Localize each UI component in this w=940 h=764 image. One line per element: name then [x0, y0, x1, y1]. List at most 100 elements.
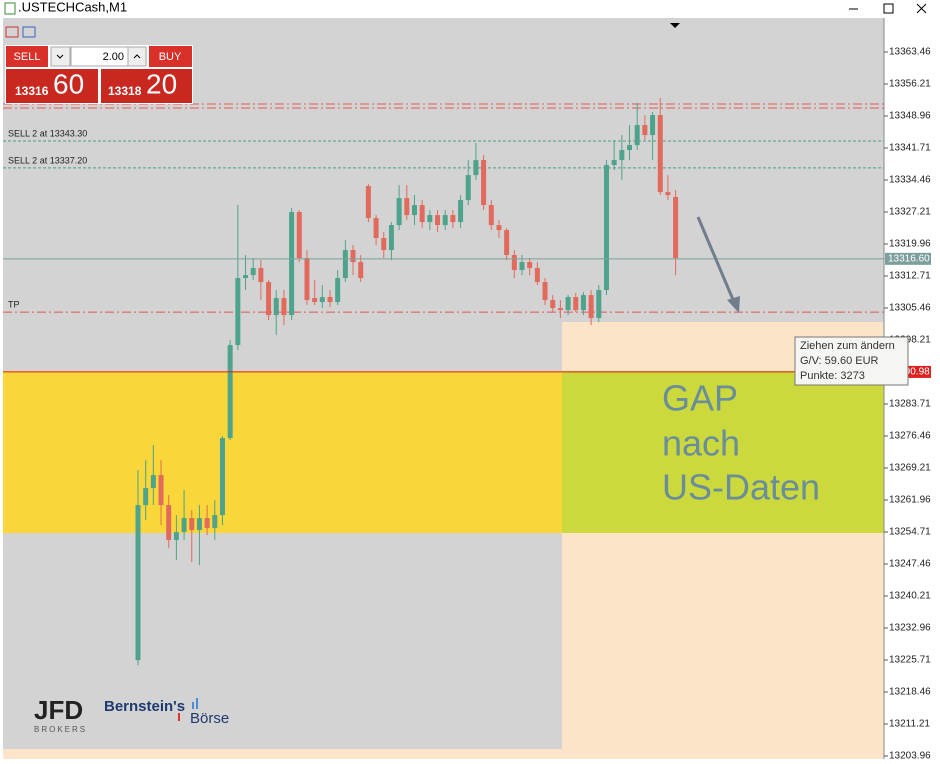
candle-body: [150, 475, 156, 489]
candle-body: [465, 175, 471, 201]
candle-body: [235, 278, 241, 346]
y-tick-label: 13341.71: [889, 143, 931, 154]
y-tick-label: 13276.46: [889, 431, 931, 442]
bid-box[interactable]: [6, 69, 98, 103]
app-icon: [4, 2, 16, 15]
candle-body: [219, 438, 225, 516]
candle-body: [289, 212, 295, 316]
y-tick-label: 13211.21: [889, 719, 930, 730]
annotation: US-Daten: [662, 467, 820, 508]
annotation: GAP: [662, 378, 738, 419]
logo-bar: [196, 698, 198, 709]
logo-jfd: JFD: [34, 695, 83, 725]
candle-body: [435, 215, 441, 226]
tooltip-box: [794, 336, 909, 386]
candle-body: [657, 115, 663, 193]
y-tick-label: 13269.21: [889, 463, 931, 474]
y-tick-label: 13240.21: [889, 591, 931, 602]
tooltip-line: Ziehen zum ändern: [800, 340, 895, 352]
price-axis: [884, 18, 940, 759]
candle-body: [250, 268, 256, 276]
y-tick-label: 13327.21: [889, 207, 931, 218]
candle-body: [519, 262, 525, 271]
y-tick-label: 13232.96: [889, 623, 931, 634]
candle-body: [573, 297, 579, 311]
logo-jfd-sub: BROKERS: [34, 725, 87, 734]
candle-body: [296, 212, 302, 259]
tooltip: Ziehen zum ändern G/V: 59.60 EUR Punkte:…: [794, 336, 909, 386]
maximize-button[interactable]: [883, 3, 894, 14]
candle-body: [143, 488, 149, 506]
candle-body: [411, 205, 417, 216]
candle-body: [450, 215, 456, 223]
y-tick-label: 13261.96: [889, 495, 931, 506]
y-tick-label: 13225.71: [889, 655, 931, 666]
candle-body: [488, 205, 494, 226]
candle-body: [388, 225, 394, 251]
candle-body: [458, 200, 464, 223]
close-button[interactable]: [916, 3, 927, 14]
y-tick-label: 13356.21: [889, 79, 931, 90]
price-marker-label: 13316.60: [888, 253, 930, 264]
logo-bar: [178, 713, 180, 721]
candle-body: [504, 230, 510, 256]
sell-button[interactable]: [6, 46, 48, 67]
candle-body: [481, 160, 487, 206]
candle-body: [204, 518, 210, 529]
candle-body: [173, 532, 179, 541]
candle-body: [404, 198, 410, 216]
arrow-head: [727, 296, 740, 313]
candle-body: [596, 290, 602, 319]
logo-bernstein: Bernstein's: [104, 698, 185, 715]
candle-body: [665, 192, 671, 196]
y-tick-label: 13218.46: [889, 687, 931, 698]
candle-body: [511, 255, 517, 271]
y-tick-label: 13203.96: [889, 751, 931, 759]
candle-body: [304, 258, 310, 301]
ask-box[interactable]: [101, 69, 192, 103]
candle-body: [319, 297, 325, 303]
toolbar-icon[interactable]: [5, 26, 19, 38]
candle-body: [565, 297, 571, 311]
y-tick-label: 13348.96: [889, 111, 931, 122]
candle-body: [396, 198, 402, 226]
y-tick-label: 13319.96: [889, 239, 931, 250]
candle-body: [619, 150, 625, 161]
sell-label: SELL: [14, 51, 41, 63]
gap-zone-right: [562, 371, 884, 533]
candle-body: [611, 160, 617, 166]
candle-body: [642, 125, 648, 136]
candle-body: [158, 475, 164, 506]
y-tick-label: 13247.46: [889, 559, 931, 570]
ask-big: 13318: [108, 84, 142, 98]
candle-body: [258, 268, 264, 283]
candle-body: [166, 505, 172, 541]
candle-body: [327, 297, 333, 303]
chevron: [133, 54, 141, 59]
toolbar-icon[interactable]: [22, 26, 36, 38]
candle-body: [365, 186, 371, 219]
y-tick-label: 13283.71: [889, 399, 931, 410]
shift-marker: [670, 23, 680, 28]
bid-small: 60: [53, 68, 84, 99]
price-line-label: TP: [8, 299, 20, 309]
candle-body: [350, 250, 356, 263]
price-marker: [885, 252, 931, 265]
title-bar: [0, 0, 940, 18]
candle-body: [627, 145, 633, 151]
lots-down[interactable]: [50, 46, 71, 67]
candle-body: [227, 345, 233, 439]
ask-small: 20: [146, 68, 177, 99]
y-tick-label: 13312.71: [889, 271, 931, 282]
candle-body: [473, 160, 479, 176]
arrow: [696, 216, 736, 303]
tooltip-line: G/V: 59.60 EUR: [800, 355, 879, 367]
candle-body: [342, 250, 348, 279]
buy-button[interactable]: [149, 46, 192, 67]
candle-body: [442, 215, 448, 226]
axis: 13363.46 13356.21 13348.96 13341.71 13334.46…: [884, 47, 931, 762]
logo-boerse: Börse: [190, 710, 229, 727]
lots-up[interactable]: [127, 46, 147, 67]
candle-body: [189, 518, 195, 531]
